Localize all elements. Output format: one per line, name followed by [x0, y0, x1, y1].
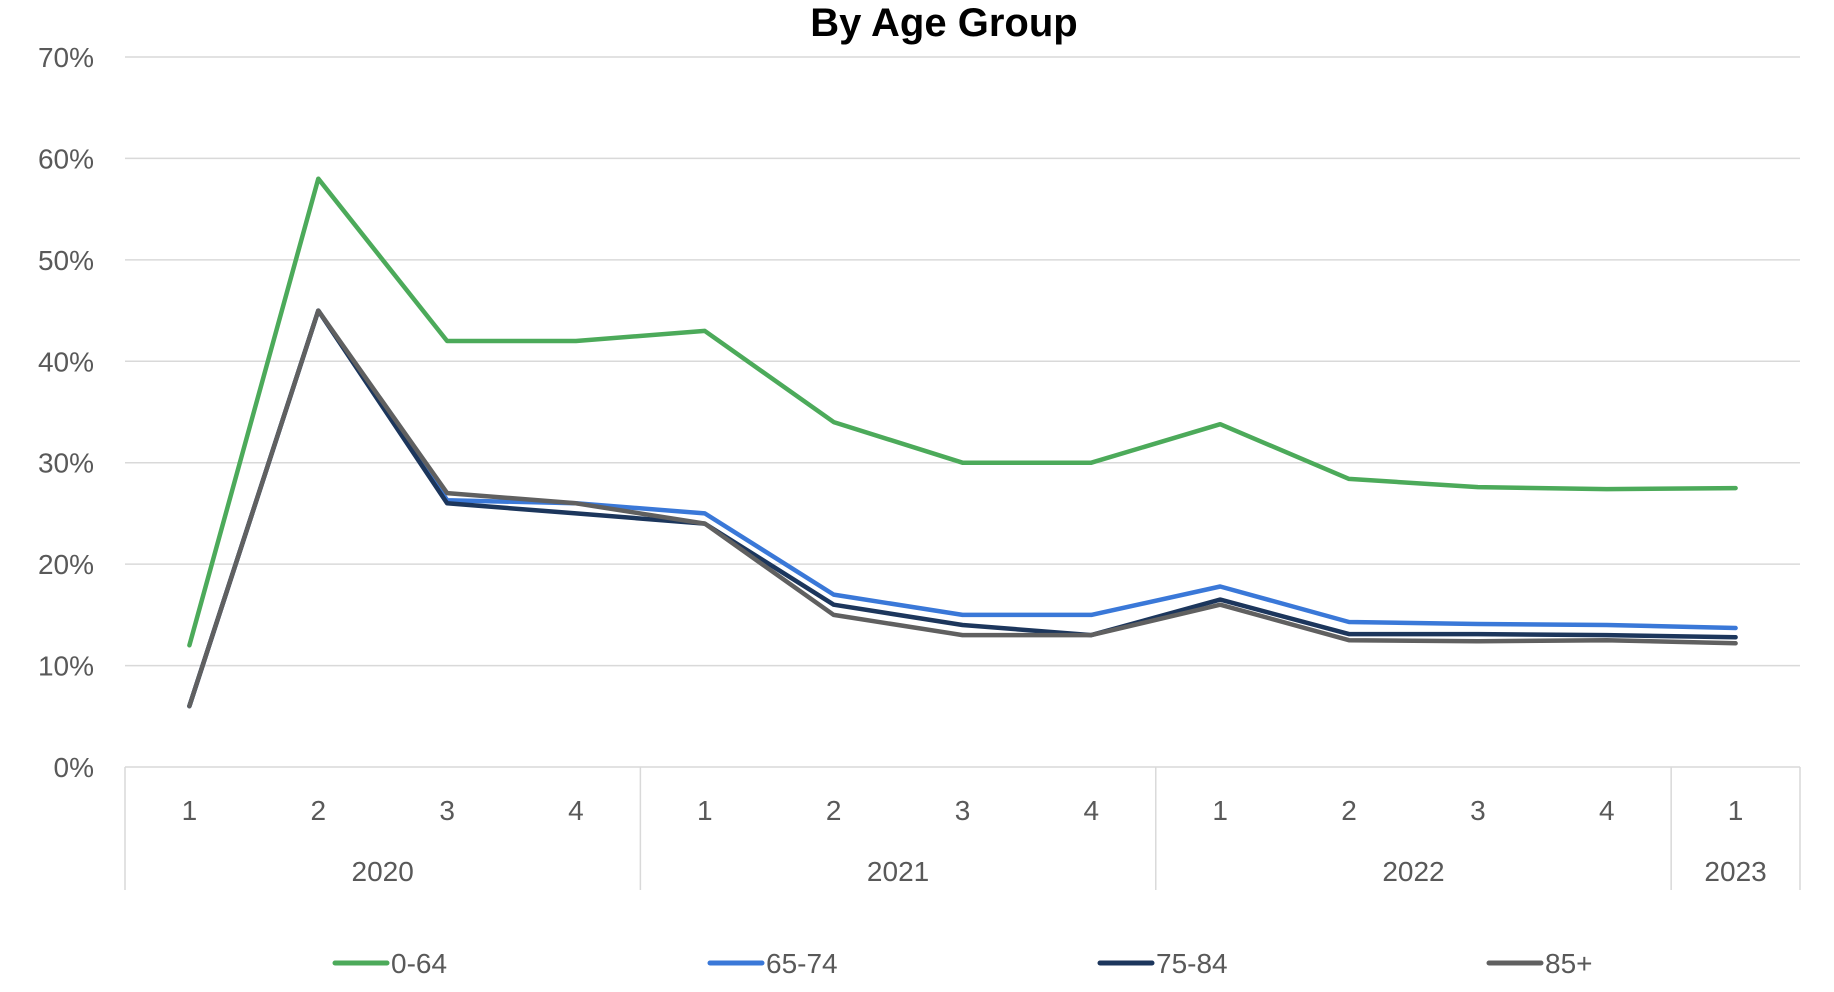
series-line-65-74 — [187, 308, 1738, 709]
x-tick-label: 1 — [697, 795, 713, 826]
x-group-label: 2023 — [1704, 856, 1766, 887]
x-tick-label: 4 — [1084, 795, 1100, 826]
gridlines — [125, 56, 1800, 768]
series-line-75-84 — [187, 308, 1738, 709]
y-axis: 0% 10% 20% 30% 40% 50% 60% 70% — [38, 42, 94, 783]
y-tick-label: 50% — [38, 245, 94, 276]
y-tick-label: 0% — [54, 752, 94, 783]
legend: 0-64 65-74 75-84 85+ — [332, 948, 1593, 979]
x-tick-label: 2 — [1341, 795, 1357, 826]
x-group-label: 2021 — [867, 856, 929, 887]
y-tick-label: 40% — [38, 346, 94, 377]
series-line-0-64 — [187, 176, 1738, 648]
x-tick-label: 1 — [1728, 795, 1744, 826]
x-group-label: 2020 — [352, 856, 414, 887]
x-axis: 1 2 3 4 1 2 3 4 1 2 3 4 1 2020 2021 2022 2023 — [124, 767, 1801, 890]
y-tick-label: 70% — [38, 42, 94, 73]
x-tick-label: 4 — [1599, 795, 1615, 826]
x-tick-label: 2 — [310, 795, 326, 826]
y-tick-label: 10% — [38, 651, 94, 682]
x-tick-label: 1 — [182, 795, 198, 826]
y-tick-label: 20% — [38, 549, 94, 580]
legend-label: 0-64 — [391, 948, 447, 979]
legend-label: 85+ — [1545, 948, 1593, 979]
y-tick-label: 60% — [38, 143, 94, 174]
x-tick-label: 1 — [1212, 795, 1228, 826]
x-tick-label: 2 — [826, 795, 842, 826]
y-tick-label: 30% — [38, 448, 94, 479]
series-lines — [187, 176, 1738, 709]
chart-title: By Age Group — [810, 1, 1077, 45]
x-tick-label: 3 — [439, 795, 455, 826]
series-line-85+ — [187, 308, 1738, 709]
legend-label: 65-74 — [766, 948, 838, 979]
x-tick-label: 3 — [955, 795, 971, 826]
x-tick-label: 4 — [568, 795, 584, 826]
legend-label: 75-84 — [1156, 948, 1228, 979]
x-group-label: 2022 — [1382, 856, 1444, 887]
x-tick-label: 3 — [1470, 795, 1486, 826]
